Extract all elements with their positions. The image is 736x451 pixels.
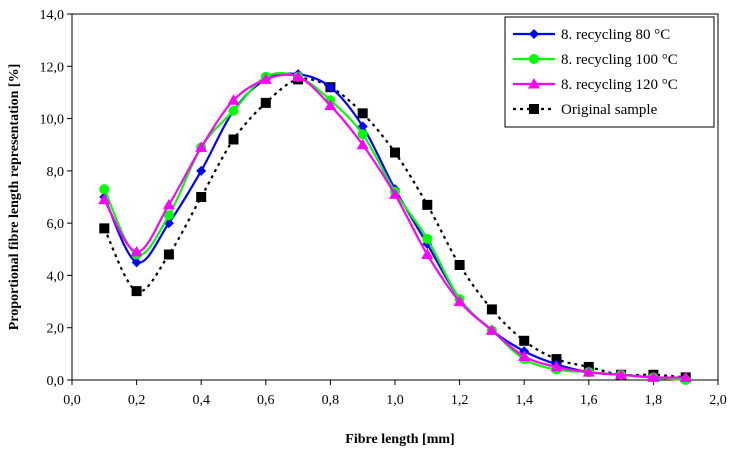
x-tick-label: 1,8 [645,393,663,408]
data-point [163,210,174,221]
x-tick-label: 2,0 [709,393,727,408]
x-tick-label: 0,4 [192,393,210,408]
data-point [99,184,110,195]
y-tick-label: 10,0 [40,113,65,128]
data-point [131,286,142,297]
data-point [163,249,174,260]
data-point [357,121,368,132]
y-tick-label: 8,0 [47,165,65,180]
data-point [389,188,401,199]
data-point [647,371,660,382]
x-tick-label: 0,2 [128,393,146,408]
data-point [422,199,433,210]
data-point [99,223,110,234]
data-point [519,335,530,346]
y-tick-label: 0,0 [47,374,65,389]
data-point [131,257,142,268]
y-axis-title: Proportional fibre length representation… [7,64,22,331]
data-point [228,105,239,116]
y-tick-label: 14,0 [40,8,65,23]
legend-box [504,16,715,128]
data-point [421,248,434,260]
legend-marker [529,54,539,64]
y-tick-label: 2,0 [47,322,65,337]
data-point [324,99,337,110]
series-layer [98,69,692,385]
x-tick-label: 0,8 [322,393,340,408]
data-point [485,324,498,335]
x-tick-label: 1,6 [580,393,598,408]
data-point [162,198,175,210]
y-tick-label: 12,0 [40,60,65,75]
x-tick-label: 1,0 [386,393,404,408]
data-point [98,193,111,205]
data-point [292,70,305,82]
data-point [551,354,562,365]
legend-label: Original sample [561,102,658,118]
legend-label: 8. recycling 100 °C [561,52,678,68]
series-2 [98,70,692,382]
data-point [325,82,336,93]
data-point [486,304,497,315]
legend-marker [528,78,540,89]
data-point [582,366,595,377]
legend-marker [529,29,539,39]
data-point [453,295,466,307]
x-tick-label: 0,0 [63,393,81,408]
data-point [390,147,400,158]
legend-marker [529,104,539,114]
y-tick-label: 4,0 [47,269,65,284]
data-point [227,94,240,105]
x-axis-title: Fibre length [mm] [345,432,454,447]
data-point [196,165,207,176]
x-tick-label: 1,2 [451,393,469,408]
data-point [550,360,563,372]
data-point [357,108,368,119]
data-point [228,134,239,145]
data-point [357,129,368,140]
x-tick-label: 1,4 [515,393,533,408]
legend-label: 8. recycling 120 °C [561,77,678,93]
axes: 0,0 0,2 0,4 0,6 0,8 1,0 1,2 1,4 1,6 1,8 2,0 0,0 2,0 4… [40,8,727,408]
x-tick-label: 0,6 [257,393,275,408]
legend-label: 8. recycling 80 °C [561,27,670,43]
data-point [422,233,433,244]
data-point [356,138,369,150]
legend: 8. recycling 80 °C 8. recycling 100 °C 8. … [504,16,715,128]
data-point [130,245,143,257]
data-point [679,371,692,382]
y-tick-label: 6,0 [47,217,65,232]
data-point [259,73,272,84]
data-point [518,350,531,361]
data-point [196,192,207,202]
data-point [260,97,271,108]
data-point [454,259,465,270]
data-point [615,368,628,380]
data-point [195,141,208,152]
